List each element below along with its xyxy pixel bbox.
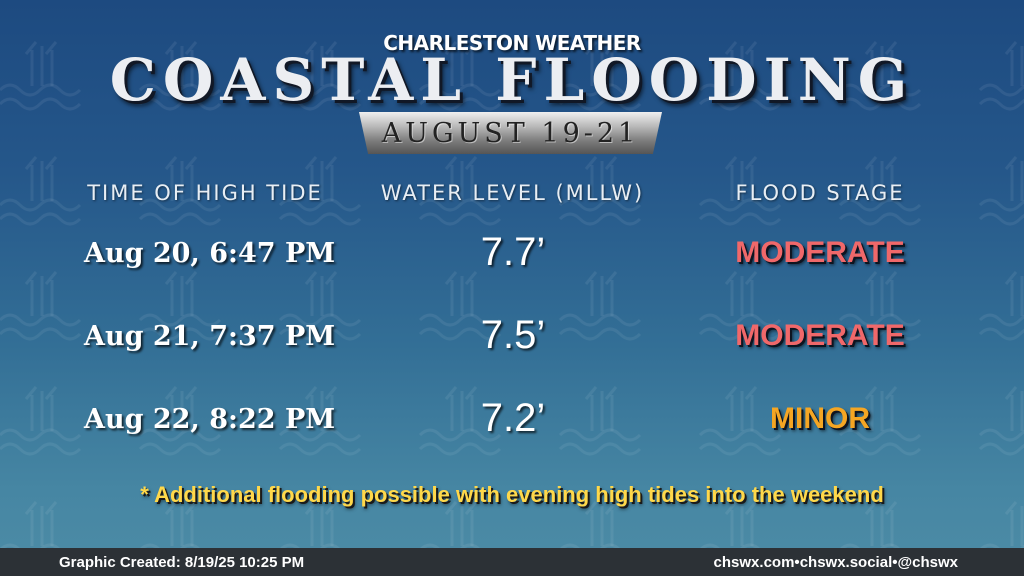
tide-row: Aug 20, 6:47 PM 7.7’ MODERATE <box>0 230 1024 298</box>
column-header-stage: FLOOD STAGE <box>735 181 905 205</box>
flood-gauge-watermark-pattern <box>0 0 1024 550</box>
tide-row: Aug 22, 8:22 PM 7.2’ MINOR <box>0 396 1024 464</box>
link-handle[interactable]: @chswx <box>897 554 958 571</box>
footer-bar: Graphic Created: 8/19/25 10:25 PM chswx.… <box>0 548 1024 576</box>
flood-stage: MINOR <box>770 402 870 435</box>
water-level: 7.5’ <box>480 313 546 357</box>
created-timestamp: 8/19/25 10:25 PM <box>184 554 305 571</box>
page-title: COASTAL FLOODING <box>109 46 915 114</box>
tide-time: Aug 20, 6:47 PM <box>84 238 336 269</box>
graphic-created: Graphic Created: 8/19/25 10:25 PM <box>59 554 304 571</box>
additional-flooding-note: * Additional flooding possible with even… <box>140 482 884 507</box>
created-label: Graphic Created: <box>59 554 181 571</box>
date-range: AUGUST 19-21 <box>381 117 640 149</box>
water-level: 7.2’ <box>480 396 546 440</box>
column-header-time: TIME OF HIGH TIDE <box>87 181 323 205</box>
separator-dot: • <box>794 554 800 571</box>
link-website[interactable]: chswx.com <box>713 554 795 571</box>
tide-time: Aug 22, 8:22 PM <box>84 404 336 435</box>
flood-stage: MODERATE <box>735 236 905 269</box>
brand-name: CHARLESTON WEATHER <box>383 31 641 55</box>
water-level: 7.7’ <box>480 230 546 274</box>
date-range-banner: AUGUST 19-21 <box>359 112 662 154</box>
separator-dot: • <box>892 554 898 571</box>
flood-stage: MODERATE <box>735 319 905 352</box>
footer-links: chswx.com•chswx.social•@chswx <box>714 554 958 571</box>
tide-time: Aug 21, 7:37 PM <box>84 321 336 352</box>
tide-row: Aug 21, 7:37 PM 7.5’ MODERATE <box>0 313 1024 381</box>
link-social[interactable]: chswx.social <box>799 554 893 571</box>
column-header-level: WATER LEVEL (MLLW) <box>380 181 645 205</box>
